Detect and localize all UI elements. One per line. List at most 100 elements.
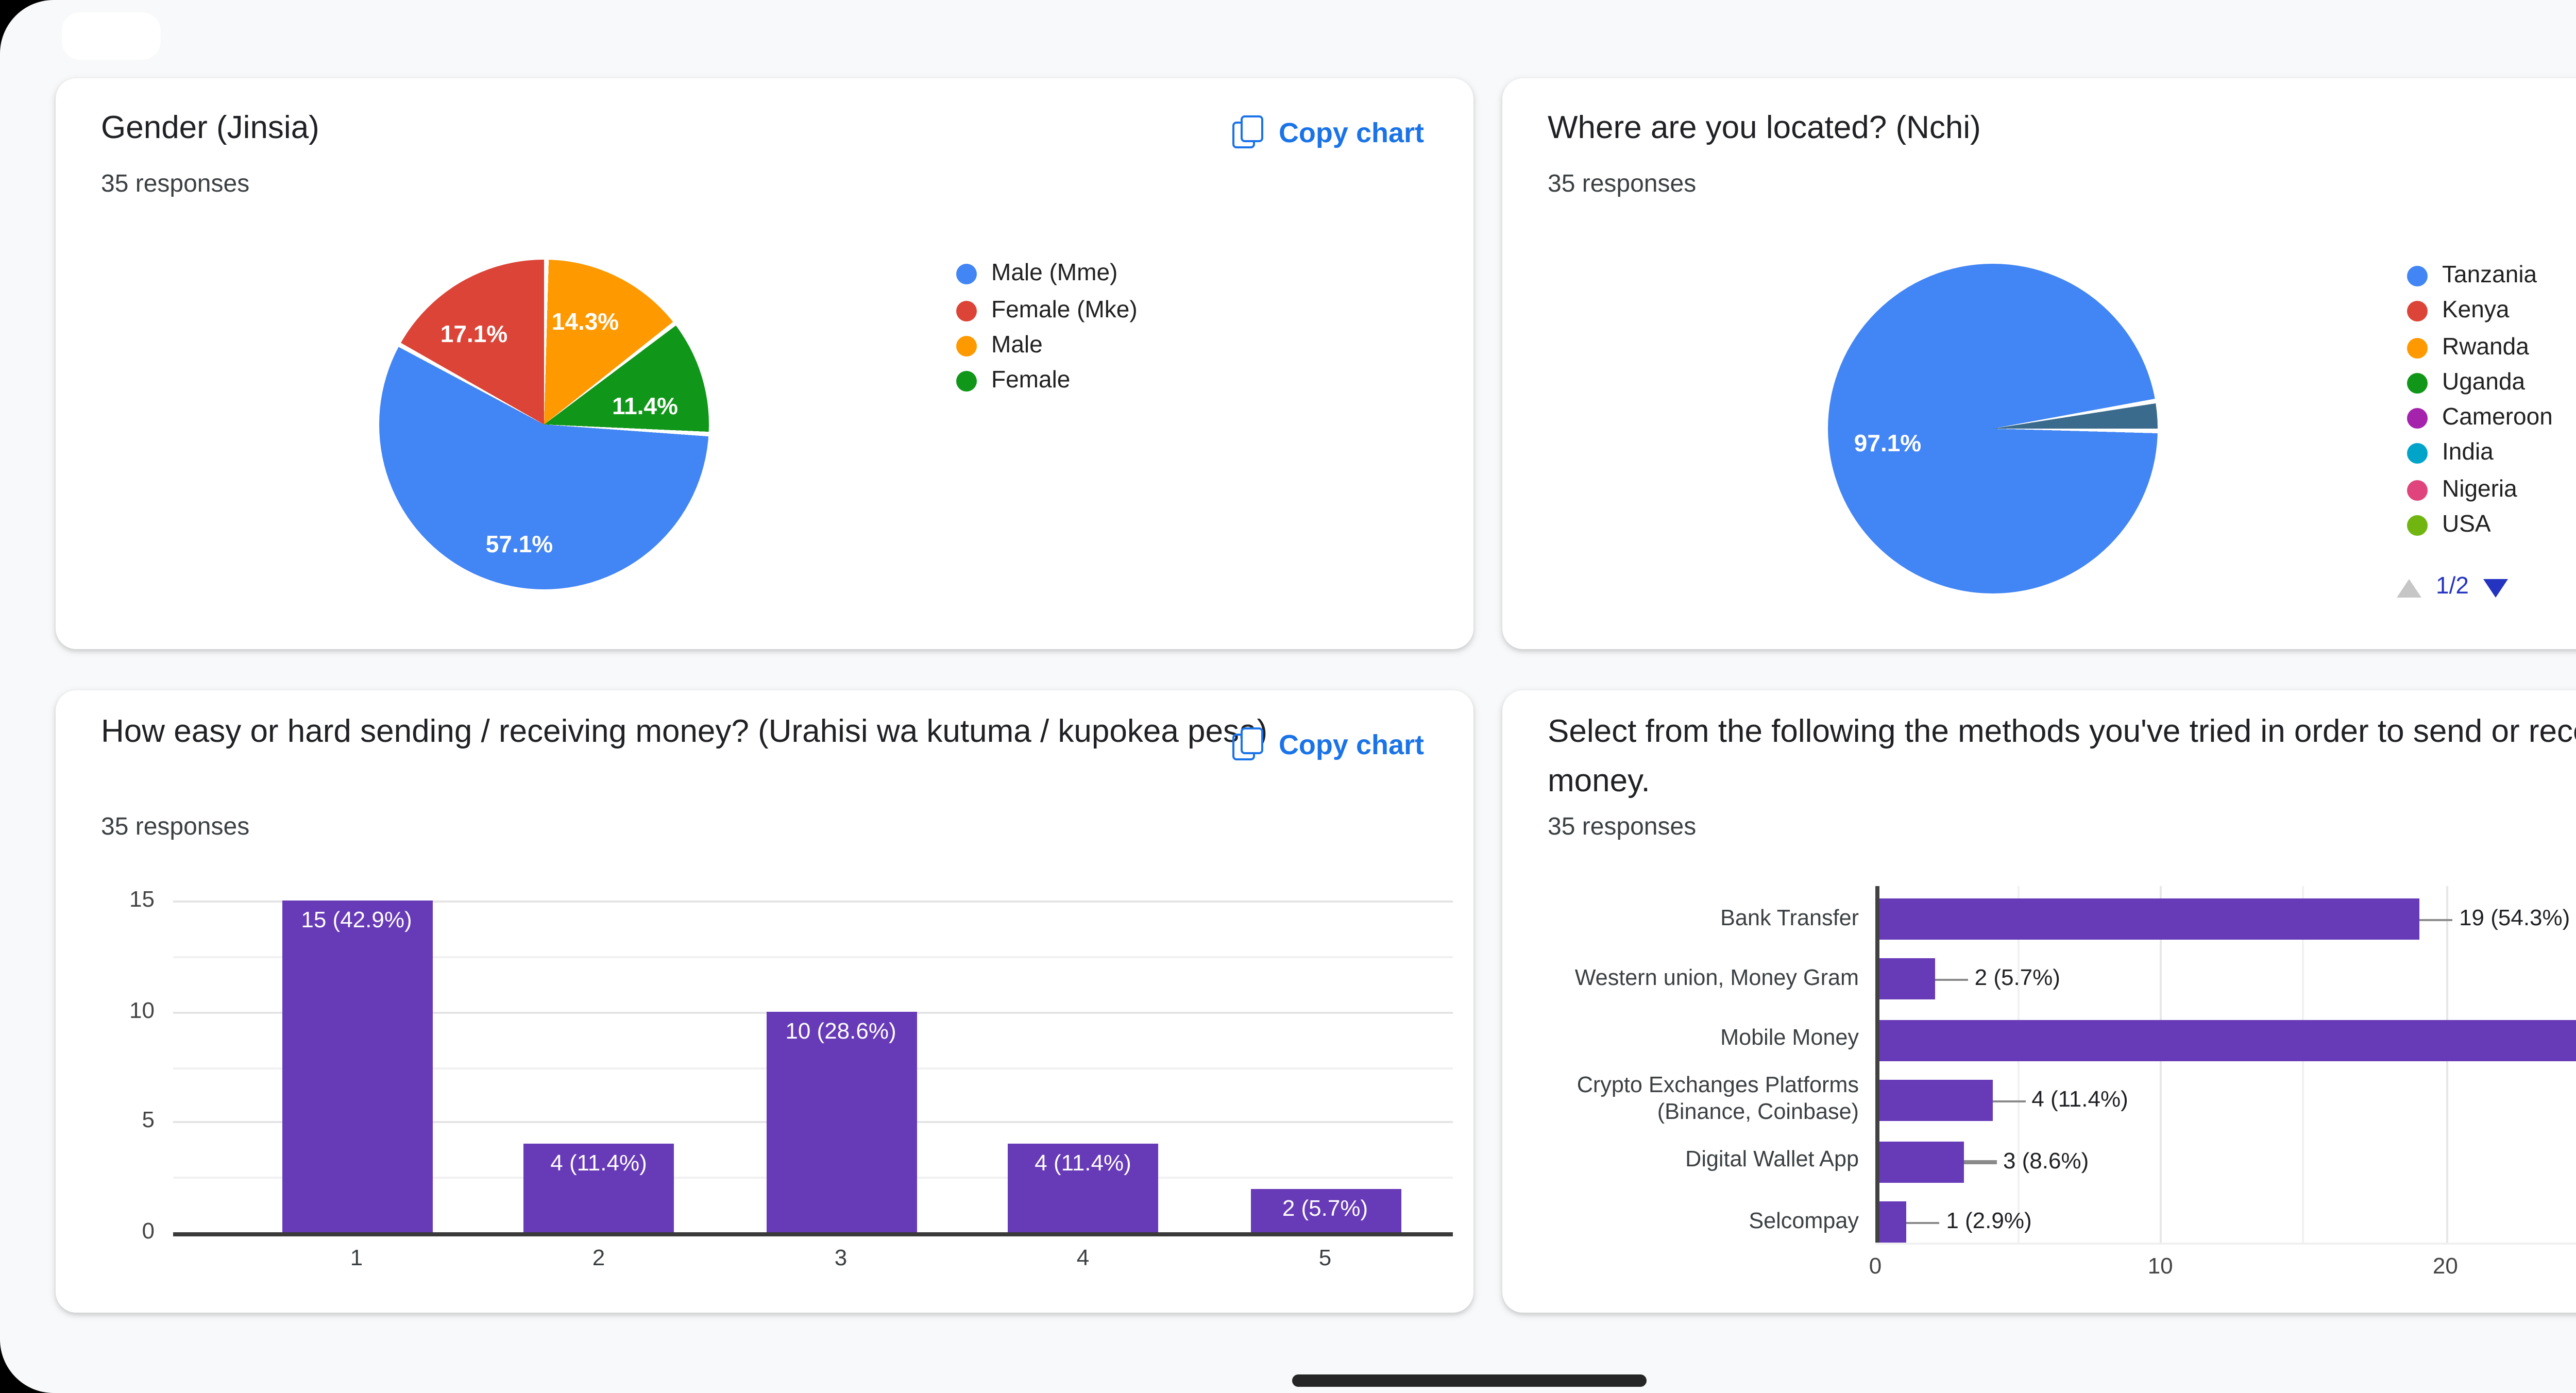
- y-axis-category: Selcompay: [1749, 1209, 1859, 1233]
- y-axis-category: Mobile Money: [1720, 1027, 1859, 1052]
- card-title: How easy or hard sending / receiving mon…: [101, 715, 1268, 750]
- major-gridline: [2445, 886, 2448, 1243]
- legend-dot: [956, 371, 977, 392]
- bar: [1878, 898, 2420, 940]
- x-axis-category: 4: [1076, 1247, 1090, 1271]
- down-triangle-icon: [2483, 578, 2508, 597]
- bar-value-label: 2 (5.7%): [1282, 1196, 1368, 1221]
- top-left-pill: [62, 12, 161, 60]
- bar-value-label: 4 (11.4%): [2031, 1088, 2128, 1113]
- label-connector-line: [1992, 1099, 2026, 1103]
- x-axis-tick: 20: [2432, 1255, 2458, 1280]
- x-axis-category: 5: [1318, 1247, 1332, 1271]
- bar: [1878, 959, 1936, 1000]
- bar: [1878, 1020, 2576, 1061]
- legend-label: Uganda: [2442, 371, 2526, 396]
- legend-item: USA: [2407, 507, 2491, 544]
- label-connector-line: [1935, 978, 1969, 982]
- legend-label: Male: [991, 334, 1043, 359]
- legend-label: Kenya: [2442, 299, 2510, 324]
- legend-label: Nigeria: [2442, 478, 2517, 503]
- card-ease-of-sending: How easy or hard sending / receiving mon…: [56, 690, 1473, 1313]
- legend-dot: [2407, 443, 2428, 464]
- pie-slice-label: 14.3%: [551, 311, 619, 336]
- legend-dot: [2407, 515, 2428, 536]
- legend-item: Male (Mme): [956, 256, 1117, 293]
- legend-dot: [2407, 408, 2428, 429]
- y-axis-line: [1875, 886, 1878, 1243]
- responses-count: 35 responses: [101, 812, 250, 841]
- y-axis-category: Bank Transfer: [1720, 906, 1859, 930]
- label-connector-line: [1963, 1160, 1997, 1164]
- bar: [523, 1144, 674, 1232]
- copy-chart-label: Copy chart: [1278, 116, 1424, 147]
- y-axis-tick: 0: [142, 1220, 155, 1245]
- legend-label: Tanzania: [2442, 264, 2537, 288]
- legend-item: Female (Mke): [956, 293, 1138, 330]
- legend-item: Cameroon: [2407, 400, 2553, 437]
- bar: [1878, 1201, 1907, 1243]
- copy-chart-button[interactable]: Copy chart: [1221, 107, 1436, 157]
- plot-bottom-line: [1875, 1243, 2576, 1245]
- legend-label: USA: [2442, 513, 2491, 538]
- card-title: Where are you located? (Nchi): [1548, 111, 1981, 146]
- x-axis-category: 1: [350, 1247, 363, 1271]
- legend-item: India: [2407, 435, 2494, 472]
- legend-dot: [2407, 338, 2428, 359]
- pie-slice-label: 17.1%: [440, 324, 508, 348]
- pie-slice-label: 97.1%: [1854, 433, 1922, 457]
- legend-dot: [956, 264, 977, 284]
- y-axis-tick: 15: [129, 888, 155, 913]
- card-title: Gender (Jinsia): [101, 111, 319, 146]
- bar: [281, 901, 432, 1232]
- legend-prev-page-button[interactable]: [2397, 578, 2421, 597]
- legend-dot: [2407, 266, 2428, 286]
- legend-label: India: [2442, 441, 2494, 466]
- card-gender: Gender (Jinsia) 35 responses Copy chart …: [56, 78, 1473, 649]
- card-title: Select from the following the methods yo…: [1548, 715, 2576, 800]
- major-gridline: [173, 901, 1453, 903]
- legend-next-page-button[interactable]: [2483, 578, 2508, 597]
- gender-pie-chart: 57.1% 17.1% 14.3% 11.4%: [379, 260, 709, 589]
- copy-icon: [1233, 115, 1264, 148]
- card-methods: Select from the following the methods yo…: [1502, 690, 2576, 1313]
- bar-value-label: 4 (11.4%): [1035, 1152, 1131, 1177]
- pie-slice-label: 57.1%: [485, 534, 553, 558]
- major-gridline: [2160, 886, 2163, 1243]
- label-connector-line: [1907, 1221, 1940, 1224]
- card-location: Where are you located? (Nchi) 35 respons…: [1502, 78, 2576, 649]
- x-axis-category: 2: [592, 1247, 605, 1271]
- copy-chart-label: Copy chart: [1278, 728, 1424, 759]
- legend-dot: [956, 301, 977, 321]
- y-axis-category: Western union, Money Gram: [1574, 966, 1859, 991]
- bar-value-label: 10 (28.6%): [785, 1019, 896, 1044]
- bar: [1250, 1188, 1400, 1232]
- bar: [1878, 1080, 1993, 1122]
- bar: [1878, 1141, 1964, 1182]
- legend-label: Male (Mme): [991, 262, 1118, 286]
- pie-slice-label: 11.4%: [612, 396, 678, 420]
- home-indicator: [1292, 1374, 1647, 1387]
- x-axis-line: [173, 1231, 1453, 1235]
- legend-label: Female: [991, 369, 1071, 394]
- legend-label: Rwanda: [2442, 336, 2529, 361]
- legend-item: Uganda: [2407, 365, 2525, 402]
- legend-item: Nigeria: [2407, 472, 2517, 509]
- legend-item: Male: [956, 328, 1043, 365]
- label-connector-line: [2420, 918, 2453, 921]
- bar-value-label: 4 (11.4%): [550, 1152, 647, 1177]
- y-axis-category: Crypto Exchanges Platforms (Binance, Coin…: [1577, 1074, 1859, 1126]
- responses-count: 35 responses: [1548, 812, 1697, 841]
- copy-chart-button[interactable]: Copy chart: [1221, 719, 1436, 769]
- minor-gridline: [173, 956, 1453, 958]
- copy-icon: [1233, 727, 1264, 760]
- responses-count: 35 responses: [101, 169, 250, 198]
- bar-value-label: 19 (54.3%): [2459, 907, 2570, 931]
- y-axis-tick: 5: [142, 1109, 155, 1134]
- legend-label: Female (Mke): [991, 299, 1138, 324]
- legend-item: Rwanda: [2407, 330, 2529, 367]
- legend-dot: [956, 336, 977, 356]
- legend-page-indicator: 1/2: [2436, 575, 2469, 600]
